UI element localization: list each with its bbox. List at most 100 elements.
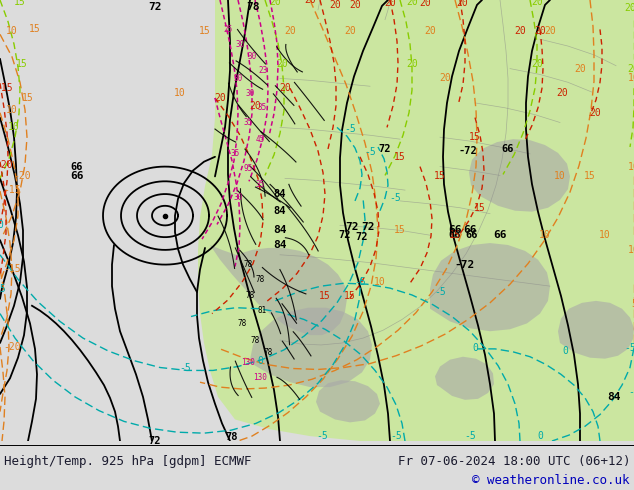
Text: 130: 130 (241, 358, 255, 367)
Text: 15: 15 (14, 0, 26, 7)
Text: 66: 66 (463, 225, 477, 235)
Text: 15: 15 (394, 152, 406, 162)
Text: 10: 10 (6, 105, 18, 115)
Text: 35: 35 (257, 103, 267, 112)
Text: 30: 30 (245, 89, 255, 98)
Text: 66: 66 (493, 230, 507, 240)
Text: 10: 10 (554, 172, 566, 181)
Text: 30: 30 (233, 194, 243, 202)
Text: 10: 10 (628, 162, 634, 172)
Text: 0: 0 (537, 431, 543, 441)
Polygon shape (198, 0, 634, 441)
Text: -15: -15 (0, 83, 13, 93)
Text: 20: 20 (304, 0, 316, 5)
Text: 23: 23 (259, 66, 268, 75)
Text: 35: 35 (243, 118, 252, 127)
Text: -5: -5 (354, 277, 366, 287)
Text: 10: 10 (8, 122, 20, 132)
Polygon shape (435, 357, 494, 400)
Text: 15: 15 (199, 26, 211, 36)
Text: 72: 72 (339, 230, 351, 240)
Text: 35: 35 (256, 180, 264, 189)
Text: 78: 78 (256, 275, 264, 284)
Text: 20: 20 (214, 93, 226, 103)
Text: -5: -5 (364, 147, 376, 157)
Polygon shape (250, 308, 372, 387)
Text: 10: 10 (374, 277, 386, 287)
Text: 10: 10 (174, 88, 186, 98)
Text: -15: -15 (3, 265, 21, 274)
Text: -5: -5 (0, 284, 6, 294)
Text: 15: 15 (434, 172, 446, 181)
Text: 15: 15 (449, 230, 461, 240)
Text: 15: 15 (394, 225, 406, 235)
Text: -20: -20 (3, 342, 21, 352)
Text: 84: 84 (274, 189, 286, 199)
Text: -15: -15 (3, 185, 21, 195)
Text: 84: 84 (607, 392, 621, 402)
Text: 66: 66 (448, 225, 462, 235)
Text: 20: 20 (574, 64, 586, 74)
Text: 72: 72 (378, 144, 391, 154)
Text: 10: 10 (539, 230, 551, 240)
Text: 72: 72 (149, 436, 161, 446)
Text: 20: 20 (531, 0, 543, 7)
Text: 84: 84 (273, 225, 287, 235)
Text: 10: 10 (628, 245, 634, 255)
Text: 78: 78 (237, 319, 247, 328)
Text: 35: 35 (230, 149, 240, 158)
Text: 30: 30 (247, 52, 257, 61)
Text: -5: -5 (316, 431, 328, 441)
Text: 20: 20 (344, 26, 356, 36)
Text: 20: 20 (249, 101, 261, 111)
Text: 84: 84 (273, 240, 287, 250)
Text: 15: 15 (22, 93, 34, 103)
Polygon shape (430, 243, 550, 331)
Text: 15: 15 (584, 172, 596, 181)
Text: 20: 20 (329, 0, 341, 10)
Polygon shape (558, 301, 634, 359)
Text: -20: -20 (0, 160, 13, 170)
Text: 78: 78 (250, 336, 260, 344)
Text: 20: 20 (276, 59, 288, 69)
Text: 72: 72 (346, 222, 359, 232)
Text: 15: 15 (469, 132, 481, 142)
Text: 10: 10 (599, 230, 611, 240)
Text: 0: 0 (562, 346, 568, 356)
Text: 20: 20 (439, 74, 451, 83)
Text: 20: 20 (349, 0, 361, 10)
Text: 20: 20 (589, 108, 601, 118)
Text: 72: 72 (361, 222, 375, 232)
Text: 20: 20 (269, 0, 281, 7)
Text: 15: 15 (16, 59, 28, 69)
Text: 130: 130 (253, 373, 267, 382)
Text: 30: 30 (235, 40, 245, 49)
Text: 20: 20 (514, 26, 526, 36)
Text: 20: 20 (279, 83, 291, 93)
Text: 10: 10 (6, 26, 18, 36)
Text: -5: -5 (344, 124, 356, 134)
Polygon shape (316, 380, 380, 422)
Text: 20: 20 (534, 26, 546, 36)
Text: 78: 78 (246, 2, 260, 12)
Text: 20: 20 (544, 26, 556, 36)
Text: -5: -5 (390, 431, 402, 441)
Text: 0: 0 (472, 343, 478, 353)
Text: -5: -5 (179, 363, 191, 372)
Text: 20: 20 (406, 59, 418, 69)
Text: 20: 20 (627, 64, 634, 74)
Text: 81: 81 (257, 306, 267, 315)
Text: -72: -72 (458, 146, 477, 156)
Text: 5: 5 (631, 299, 634, 309)
Text: 25: 25 (223, 25, 233, 34)
Text: 72: 72 (148, 2, 162, 12)
Text: -5: -5 (624, 343, 634, 353)
Text: © weatheronline.co.uk: © weatheronline.co.uk (472, 474, 630, 488)
Text: 66: 66 (449, 230, 462, 240)
Text: 20: 20 (424, 26, 436, 36)
Text: 66: 66 (501, 144, 514, 154)
Text: 45: 45 (256, 135, 264, 144)
Text: 20: 20 (624, 3, 634, 13)
Text: 0: 0 (0, 220, 3, 230)
Text: 84: 84 (274, 206, 286, 216)
